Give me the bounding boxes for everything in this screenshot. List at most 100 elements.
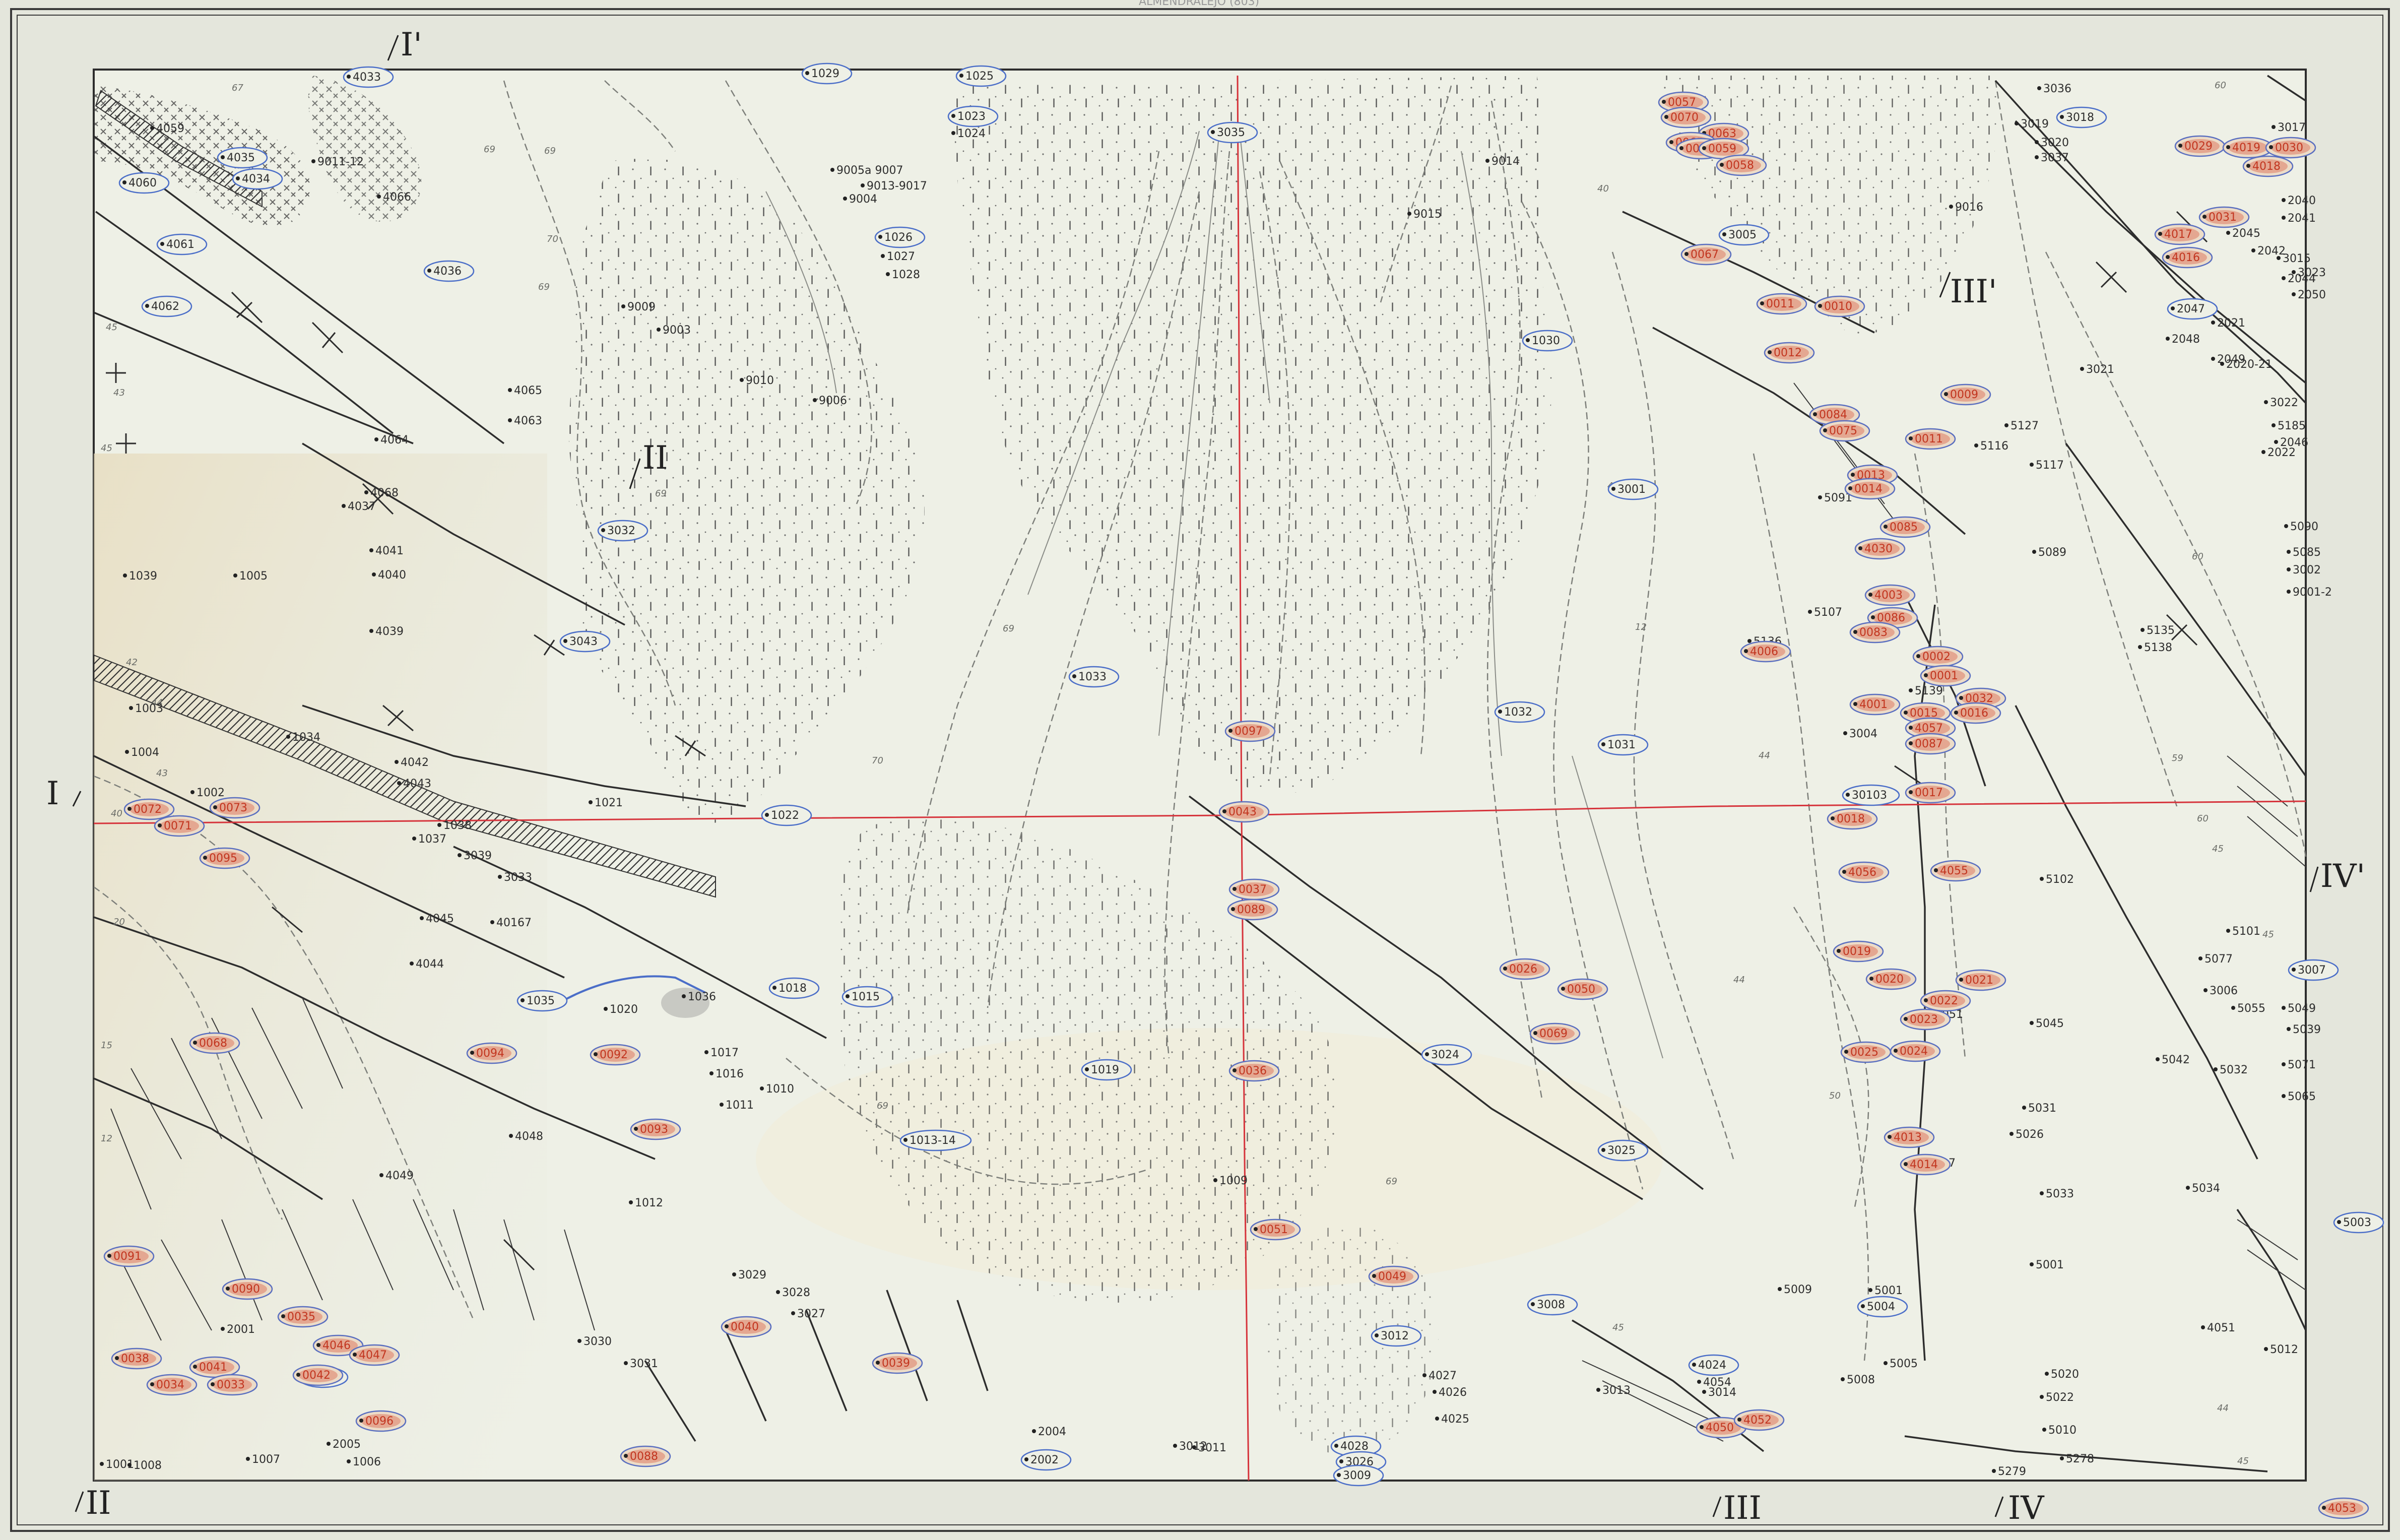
contour-value-label: 69 [544, 146, 556, 156]
contour-value-label: 45 [106, 322, 117, 333]
sample-label: 4060 [128, 177, 157, 189]
sample-point-0072: 0072 [123, 798, 175, 820]
sample-point-0073: 0073 [209, 797, 261, 819]
sample-circle [1250, 1218, 1301, 1241]
sample-dot [1254, 1227, 1258, 1231]
sample-dot [193, 1041, 197, 1045]
sample-point-1011: 1011 [720, 1099, 754, 1112]
sample-point-4043: 4043 [397, 778, 431, 790]
strike-dip-symbols [106, 211, 2208, 1271]
sample-dot [2322, 1506, 2326, 1510]
sample-red-highlight [195, 1360, 234, 1374]
sample-dot [776, 1290, 780, 1294]
sample-label: 0009 [1950, 389, 1978, 401]
sample-label: 0022 [1930, 995, 1958, 1007]
sample-dot [1959, 696, 1963, 700]
sample-point-0070: 0070 [1660, 106, 1712, 129]
sample-point-1033: 1033 [1068, 666, 1120, 688]
sample-point-0022: 0022 [1920, 990, 1971, 1012]
sample-circle [1557, 978, 1608, 1000]
sample-label: 0035 [287, 1311, 315, 1323]
sample-label: 3030 [583, 1335, 612, 1348]
sample-label: 0040 [731, 1321, 759, 1333]
sample-circle [209, 797, 261, 819]
sample-label: 4001 [1859, 698, 1888, 711]
sample-dot [2274, 440, 2278, 444]
sample-point-0024: 0024 [1890, 1040, 1941, 1062]
sample-point-0011: 0011 [1756, 293, 1807, 315]
sample-dot [1422, 1373, 1426, 1377]
contour-value-label: 44 [2217, 1403, 2229, 1414]
sample-red-highlight [195, 1036, 234, 1050]
sample-dot [347, 75, 351, 79]
sample-label: 0023 [1910, 1013, 1938, 1026]
sample-label: 0088 [630, 1450, 658, 1463]
sample-red-highlight [361, 1414, 401, 1428]
contour-value-label: 45 [101, 443, 112, 454]
sample-point-5127: 5127 [2004, 420, 2039, 432]
sample-red-highlight [1906, 706, 1945, 720]
sample-label: 0026 [1509, 963, 1537, 976]
sample-dot [2337, 1220, 2341, 1224]
sample-circle [1227, 899, 1278, 921]
sample-label: 9010 [746, 374, 774, 387]
sample-point-5001: 5001 [1868, 1285, 1903, 1297]
contour-value-label: 70 [547, 234, 558, 244]
sample-dot [342, 504, 346, 508]
sample-point-4016: 4016 [2162, 246, 2213, 269]
sample-label: 4054 [1703, 1376, 1731, 1389]
sample-label: 0031 [2209, 211, 2237, 224]
sample-dot [1737, 1418, 1741, 1422]
sample-dot [2277, 256, 2281, 260]
sample-dot [1722, 232, 1726, 236]
sample-point-5003: 5003 [2333, 1211, 2384, 1234]
contour-value-label: 20 [113, 917, 125, 927]
sample-dot [594, 1052, 598, 1056]
sample-red-highlight [1855, 697, 1895, 712]
contour-value-label: 12 [101, 1133, 112, 1144]
contour-value-label: 69 [1386, 1176, 1397, 1187]
sample-dot [1778, 1287, 1782, 1291]
sample-dot [233, 573, 237, 578]
sample-dot [2287, 1027, 2291, 1031]
sample-circle [1333, 1464, 1384, 1487]
contour-value-label: 60 [2197, 813, 2209, 824]
sample-circle [2265, 137, 2316, 159]
sample-label: 1024 [957, 127, 986, 140]
sample-circle [768, 977, 820, 999]
sample-label: 5049 [2288, 1002, 2316, 1015]
section-label-iii: III [1723, 1490, 1762, 1527]
sample-red-highlight [1224, 805, 1264, 819]
sample-dot [959, 74, 963, 78]
paper-stain-left [94, 454, 547, 1481]
sample-label: 4062 [151, 300, 179, 313]
sample-dot [1858, 546, 1862, 550]
sample-red-highlight [1918, 650, 1958, 664]
sample-red-highlight [228, 1282, 267, 1296]
sample-dot [709, 1071, 713, 1075]
sample-label: 5033 [2046, 1188, 2074, 1200]
sample-label: 4035 [227, 152, 255, 164]
contour-value-label: 69 [484, 144, 495, 155]
sample-point-3029: 3029 [732, 1269, 766, 1281]
sample-dot [2186, 1186, 2190, 1190]
sample-point-3032: 3032 [597, 520, 648, 542]
sample-label: 0033 [217, 1379, 245, 1391]
sample-circle [423, 260, 475, 282]
sample-label: 0087 [1915, 738, 1943, 750]
sample-dot [286, 735, 290, 739]
sample-point-0071: 0071 [154, 815, 205, 837]
sample-red-highlight [1746, 645, 1785, 659]
sample-point-2041: 2041 [2282, 212, 2316, 225]
sample-circle [620, 1445, 671, 1467]
sample-red-highlight [1911, 786, 1950, 800]
sample-point-4006: 4006 [1740, 640, 1791, 663]
sample-dot [2040, 1395, 2044, 1399]
sample-label: 5278 [2066, 1453, 2094, 1465]
sample-point-4036: 4036 [423, 260, 475, 282]
sample-point-0026: 0026 [1499, 958, 1550, 980]
sample-dot [2282, 198, 2286, 202]
sample-dot [1697, 1380, 1701, 1384]
sample-label: 0043 [1228, 806, 1257, 818]
sample-dot [876, 1361, 880, 1365]
